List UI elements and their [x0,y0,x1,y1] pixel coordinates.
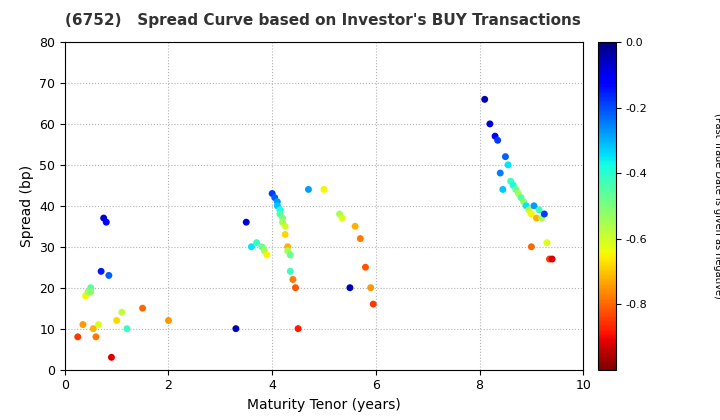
Point [318,186,330,193]
Point [271,202,283,209]
X-axis label: Maturity Tenor (years): Maturity Tenor (years) [247,398,401,412]
Point [367,301,379,307]
Point [111,317,122,324]
Point [106,354,117,361]
Point [103,272,114,279]
Point [137,305,148,312]
Point [258,247,270,254]
Point [523,207,534,213]
Point [276,215,288,221]
Point [492,137,503,144]
Point [85,289,96,295]
Point [77,321,89,328]
Point [497,186,508,193]
Point [349,223,361,230]
Point [284,252,296,258]
Point [505,178,516,184]
Point [274,210,286,217]
Point [510,186,521,193]
Point [539,210,550,217]
Point [282,243,294,250]
Point [163,317,174,324]
Point [479,96,490,102]
Point [531,215,542,221]
Point [302,186,314,193]
Point [261,252,273,258]
Point [95,268,107,275]
Point [88,325,99,332]
Point [230,325,242,332]
Point [271,198,283,205]
Point [334,210,346,217]
Point [354,235,366,242]
Point [266,190,278,197]
Point [85,284,96,291]
Point [251,239,262,246]
Point [289,284,301,291]
Point [546,256,558,262]
Point [503,161,514,168]
Point [541,239,553,246]
Point [82,289,94,295]
Point [282,247,294,254]
Point [526,210,537,217]
Point [116,309,127,316]
Point [521,202,532,209]
Point [536,215,547,221]
Point [121,325,132,332]
Point [274,207,286,213]
Point [513,190,524,197]
Point [344,284,356,291]
Point [495,170,506,176]
Point [246,243,257,250]
Point [336,215,348,221]
Point [516,194,527,201]
Point [279,223,291,230]
Point [292,325,304,332]
Y-axis label: Time in years between 5/16/2025 and Trade Date
(Past Trade Date is given as nega: Time in years between 5/16/2025 and Trad… [713,84,720,327]
Point [287,276,299,283]
Point [240,219,252,226]
Point [508,182,519,189]
Point [490,133,501,139]
Point [93,321,104,328]
Point [284,268,296,275]
Point [360,264,372,270]
Point [365,284,377,291]
Point [279,231,291,238]
Point [534,207,545,213]
Point [90,333,102,340]
Point [484,121,495,127]
Point [80,292,91,299]
Text: (6752)   Spread Curve based on Investor's BUY Transactions: (6752) Spread Curve based on Investor's … [65,13,580,28]
Point [269,194,281,201]
Point [72,333,84,340]
Point [500,153,511,160]
Point [526,243,537,250]
Point [101,219,112,226]
Point [256,243,268,250]
Point [518,198,529,205]
Y-axis label: Spread (bp): Spread (bp) [19,165,34,247]
Point [528,202,540,209]
Point [544,256,555,262]
Point [98,215,109,221]
Point [276,219,288,226]
